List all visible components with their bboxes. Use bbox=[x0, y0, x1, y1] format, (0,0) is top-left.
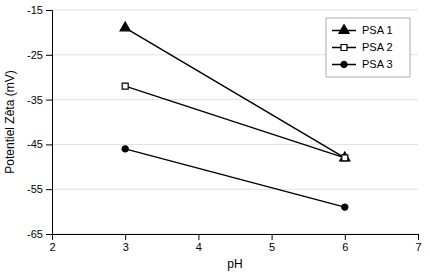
legend-symbol bbox=[339, 25, 349, 34]
grid-line bbox=[52, 10, 418, 11]
point bbox=[122, 146, 128, 152]
series-group bbox=[120, 22, 350, 210]
tick-mark bbox=[345, 234, 346, 240]
x-axis-title: pH bbox=[227, 257, 242, 271]
tick: -35 bbox=[27, 94, 52, 106]
grid bbox=[52, 10, 418, 234]
point bbox=[340, 152, 350, 161]
point bbox=[122, 83, 128, 89]
tick-label: 3 bbox=[123, 241, 129, 253]
legend-item: PSA 2 bbox=[332, 41, 393, 53]
tick-label: 5 bbox=[269, 241, 275, 253]
x-axis: 2 3 4 5 6 7 bbox=[49, 234, 421, 253]
tick-label: -55 bbox=[27, 183, 43, 195]
series-line bbox=[125, 86, 345, 158]
tick-mark bbox=[46, 10, 52, 11]
tick: -45 bbox=[27, 138, 52, 150]
tick-mark bbox=[125, 234, 126, 240]
legend-label: PSA 1 bbox=[362, 24, 393, 36]
grid-line bbox=[52, 99, 418, 100]
point bbox=[342, 155, 348, 161]
tick-mark bbox=[198, 234, 199, 240]
tick-mark bbox=[46, 55, 52, 56]
tick-label: -65 bbox=[27, 228, 43, 240]
legend-box bbox=[326, 18, 410, 77]
tick-mark bbox=[46, 144, 52, 145]
legend-item: PSA 1 bbox=[332, 24, 393, 36]
series-line bbox=[125, 28, 345, 158]
tick-label: -45 bbox=[27, 138, 43, 150]
tick-label: 7 bbox=[415, 241, 421, 253]
series-line bbox=[125, 149, 345, 207]
grid-line bbox=[52, 144, 418, 145]
legend-label: PSA 3 bbox=[362, 58, 393, 70]
y-axis-title: Potentiel Zêta (mV) bbox=[3, 70, 17, 173]
axis-line bbox=[46, 11, 53, 235]
legend: PSA 1 PSA 2 PSA 3 bbox=[326, 18, 410, 77]
tick-mark bbox=[418, 234, 419, 240]
tick-label: -35 bbox=[27, 94, 43, 106]
tick: 2 bbox=[49, 234, 55, 253]
plot-area: 2 3 4 5 6 7 -65 -55 -45 -35 -25 -15 PSA 1 PSA 2 PSA 3 bbox=[27, 4, 421, 253]
tick: 5 bbox=[269, 234, 275, 253]
tick-mark bbox=[46, 100, 52, 101]
axis-line bbox=[53, 235, 419, 241]
tick-label: 6 bbox=[342, 241, 348, 253]
tick-label: -15 bbox=[27, 4, 43, 16]
point bbox=[120, 22, 130, 31]
tick-label: 2 bbox=[49, 241, 55, 253]
legend-symbol bbox=[341, 45, 347, 51]
tick-label: -25 bbox=[27, 49, 43, 61]
tick-label: 4 bbox=[196, 241, 202, 253]
tick: -15 bbox=[27, 4, 52, 16]
tick: -55 bbox=[27, 183, 52, 195]
tick: 6 bbox=[342, 234, 348, 253]
tick: -25 bbox=[27, 49, 52, 61]
tick-mark bbox=[46, 189, 52, 190]
tick-mark bbox=[272, 234, 273, 240]
legend-symbol bbox=[341, 61, 347, 67]
y-axis: -65 -55 -45 -35 -25 -15 bbox=[27, 4, 52, 240]
chart: 2 3 4 5 6 7 -65 -55 -45 -35 -25 -15 PSA 1 PSA 2 PSA 3 p… bbox=[0, 0, 430, 274]
tick: 3 bbox=[123, 234, 129, 253]
legend-label: PSA 2 bbox=[362, 41, 393, 53]
legend-item: PSA 3 bbox=[332, 58, 393, 70]
tick: 7 bbox=[415, 234, 421, 253]
tick: 4 bbox=[196, 234, 202, 253]
tick: -65 bbox=[27, 228, 52, 240]
grid-line bbox=[52, 189, 418, 190]
tick-mark bbox=[46, 234, 52, 235]
point bbox=[342, 204, 348, 210]
